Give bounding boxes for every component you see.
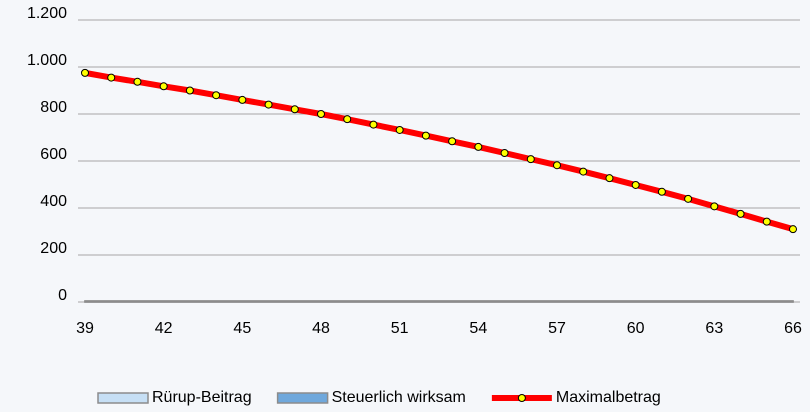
x-tick-label: 54	[469, 320, 487, 337]
x-tick-label: 42	[155, 320, 173, 337]
legend-marker	[517, 394, 526, 402]
y-tick-label: 600	[40, 146, 67, 163]
legend-label: Maximalbetrag	[556, 389, 661, 406]
y-tick-label: 200	[40, 240, 67, 257]
marker	[212, 91, 221, 100]
marker	[657, 187, 666, 196]
marker	[343, 115, 352, 124]
y-tick-label: 0	[58, 287, 67, 304]
legend-swatch	[276, 392, 329, 404]
marker	[710, 202, 719, 211]
marker	[395, 125, 404, 134]
area	[84, 300, 794, 303]
marker	[159, 82, 168, 91]
marker	[81, 68, 89, 77]
legend-label: Steuerlich wirksam	[332, 389, 466, 406]
marker	[185, 86, 194, 95]
marker	[762, 217, 771, 226]
marker	[579, 167, 588, 176]
y-tick-label: 1.200	[27, 5, 67, 22]
marker	[107, 73, 116, 82]
marker	[448, 137, 457, 146]
marker	[631, 180, 640, 189]
marker	[500, 149, 509, 158]
x-tick-label: 51	[391, 320, 409, 337]
marker	[369, 120, 378, 129]
marker	[736, 209, 745, 218]
marker	[133, 77, 142, 86]
x-tick-label: 57	[548, 320, 566, 337]
marker	[238, 95, 247, 104]
marker	[684, 194, 693, 203]
x-tick-label: 45	[233, 320, 251, 337]
marker	[605, 174, 614, 183]
y-tick-label: 800	[40, 99, 67, 116]
x-tick-label: 60	[627, 320, 645, 337]
y-tick-label: 1.000	[27, 52, 67, 69]
marker	[553, 161, 561, 170]
x-tick-label: 66	[784, 320, 802, 337]
marker	[526, 155, 535, 164]
marker	[421, 131, 430, 140]
x-tick-label: 39	[76, 320, 94, 337]
marker	[789, 225, 797, 234]
x-tick-label: 48	[312, 320, 330, 337]
y-tick-label: 400	[40, 193, 67, 210]
marker	[290, 105, 299, 114]
legend-label: Rürup-Beitrag	[152, 389, 252, 406]
marker	[264, 100, 273, 109]
x-tick-label: 63	[705, 320, 723, 337]
line	[84, 69, 794, 233]
marker	[474, 142, 483, 151]
marker	[317, 110, 325, 118]
legend-swatch	[97, 392, 149, 404]
